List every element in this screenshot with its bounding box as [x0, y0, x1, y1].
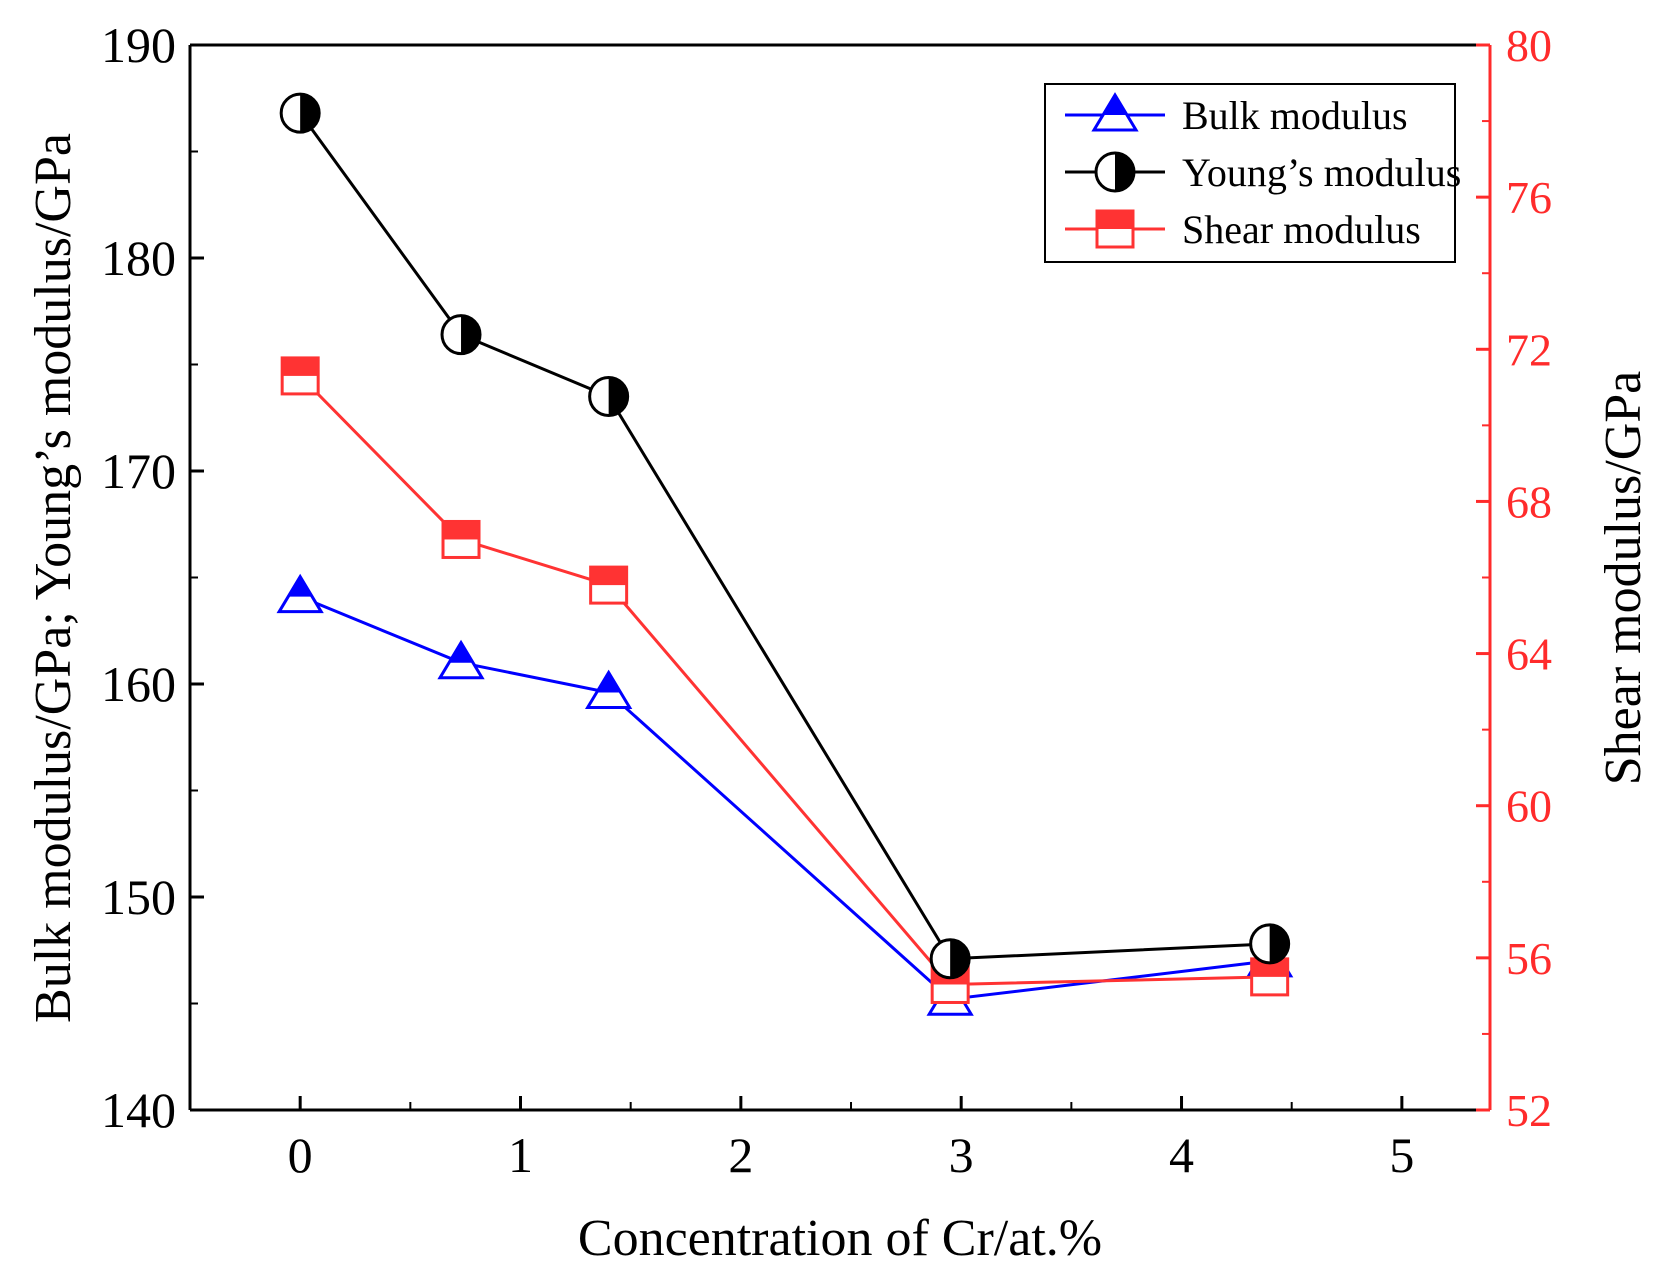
- data-point-fill: [1251, 958, 1288, 977]
- left-axis-ticks: 140 150 160 170 180 190: [101, 17, 204, 1138]
- bottom-tick-label: 4: [1169, 1127, 1194, 1183]
- bottom-tick-label: 1: [508, 1127, 533, 1183]
- legend-marker-fill: [1115, 153, 1134, 191]
- right-tick-label: 76: [1506, 172, 1552, 223]
- right-tick-label: 56: [1506, 933, 1552, 984]
- right-tick-label: 80: [1506, 20, 1552, 71]
- bottom-tick-label: 3: [949, 1127, 974, 1183]
- left-tick-label: 180: [101, 230, 176, 286]
- left-tick-label: 140: [101, 1082, 176, 1138]
- data-point-fill: [590, 567, 627, 586]
- data-point-fill: [1269, 924, 1289, 963]
- data-point-fill: [450, 642, 473, 663]
- bottom-tick-label: 5: [1389, 1127, 1414, 1183]
- series-layer: [276, 92, 1294, 1016]
- bottom-tick-label: 0: [288, 1127, 313, 1183]
- right-axis-ticks: 52 56 60 64 68 72 76 80: [1476, 20, 1552, 1136]
- series-line: [299, 595, 1270, 1001]
- data-point-fill: [282, 357, 319, 376]
- right-axis-title: Shear modulus/GPa: [1595, 371, 1652, 786]
- series-young-s-modulus: [279, 92, 1291, 980]
- bottom-tick-label: 2: [728, 1127, 753, 1183]
- right-tick-label: 60: [1506, 781, 1552, 832]
- data-point-fill: [950, 939, 970, 978]
- legend-item: Shear modulus: [1065, 207, 1421, 252]
- data-point-fill: [300, 94, 320, 133]
- legend-item: Young’s modulus: [1065, 150, 1461, 195]
- left-tick-label: 190: [101, 17, 176, 73]
- x-axis-title: Concentration of Cr/at.%: [578, 1210, 1102, 1267]
- right-tick-label: 72: [1506, 324, 1552, 375]
- legend-marker-fill: [1097, 211, 1133, 229]
- data-point-fill: [608, 377, 628, 416]
- data-point-fill: [443, 521, 480, 540]
- series-shear-modulus: [280, 356, 1290, 1004]
- legend-label: Shear modulus: [1182, 207, 1421, 252]
- legend-label: Young’s modulus: [1182, 150, 1461, 195]
- bottom-axis-ticks: 0 1 2 3 4 5: [288, 1096, 1414, 1183]
- right-tick-label: 68: [1506, 476, 1552, 527]
- legend: Bulk modulus Young’s modulus Shear modulus: [1044, 83, 1461, 263]
- right-tick-label: 64: [1506, 629, 1552, 680]
- legend-marker-fill: [1104, 95, 1126, 115]
- data-point-fill: [289, 576, 312, 597]
- left-tick-label: 150: [101, 869, 176, 925]
- legend-item: Bulk modulus: [1065, 92, 1408, 138]
- right-tick-label: 52: [1506, 1085, 1552, 1136]
- left-axis-title: Bulk modulus/GPa; Young’s modulus/GPa: [25, 133, 82, 1023]
- legend-label: Bulk modulus: [1182, 93, 1408, 138]
- left-tick-label: 170: [101, 443, 176, 499]
- series-line: [299, 374, 1270, 986]
- data-point-fill: [597, 672, 620, 693]
- data-point-fill: [461, 315, 481, 354]
- left-tick-label: 160: [101, 656, 176, 712]
